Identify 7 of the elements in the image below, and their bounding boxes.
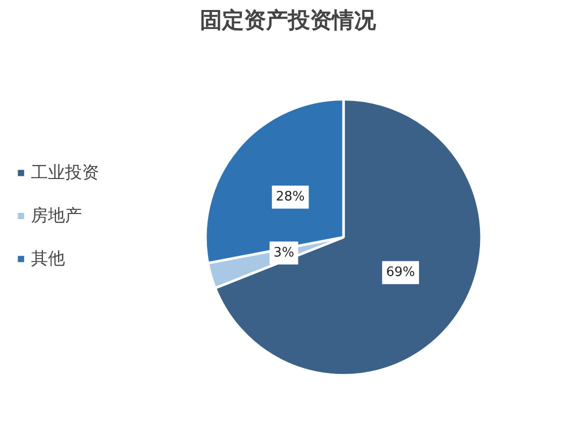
data-label: 69% bbox=[386, 265, 416, 280]
legend-label: 工业投资 bbox=[31, 162, 99, 184]
legend-label: 其他 bbox=[31, 248, 65, 270]
data-label: 3% bbox=[274, 246, 294, 261]
legend-label: 房地产 bbox=[31, 205, 82, 227]
chart-title: 固定资产投资情况 bbox=[200, 8, 377, 34]
data-label: 28% bbox=[276, 190, 305, 205]
